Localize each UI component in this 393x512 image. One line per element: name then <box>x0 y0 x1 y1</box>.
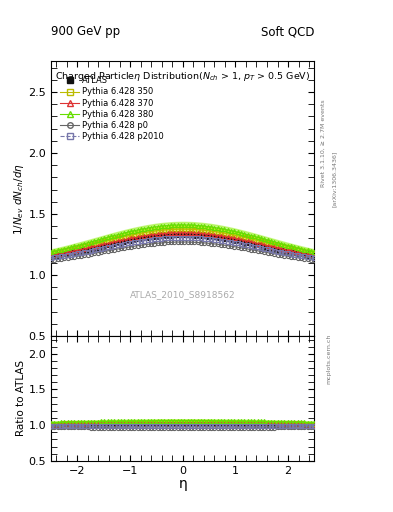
Text: ATLAS_2010_S8918562: ATLAS_2010_S8918562 <box>130 290 235 300</box>
X-axis label: η: η <box>178 477 187 491</box>
Text: Soft QCD: Soft QCD <box>261 26 314 38</box>
Text: 900 GeV pp: 900 GeV pp <box>51 26 120 38</box>
Text: [arXiv:1306.3436]: [arXiv:1306.3436] <box>332 151 337 207</box>
Text: Charged Particle$\eta$ Distribution($N_{ch}$ > 1, $p_T$ > 0.5 GeV): Charged Particle$\eta$ Distribution($N_{… <box>55 70 310 82</box>
Y-axis label: $1/N_{ev}\ dN_{ch}/d\eta$: $1/N_{ev}\ dN_{ch}/d\eta$ <box>12 163 26 234</box>
Legend: ATLAS, Pythia 6.428 350, Pythia 6.428 370, Pythia 6.428 380, Pythia 6.428 p0, Py: ATLAS, Pythia 6.428 350, Pythia 6.428 37… <box>58 74 166 143</box>
Text: Rivet 3.1.10, ≥ 2.7M events: Rivet 3.1.10, ≥ 2.7M events <box>320 99 325 187</box>
Y-axis label: Ratio to ATLAS: Ratio to ATLAS <box>16 360 26 436</box>
Text: mcplots.cern.ch: mcplots.cern.ch <box>326 333 331 383</box>
